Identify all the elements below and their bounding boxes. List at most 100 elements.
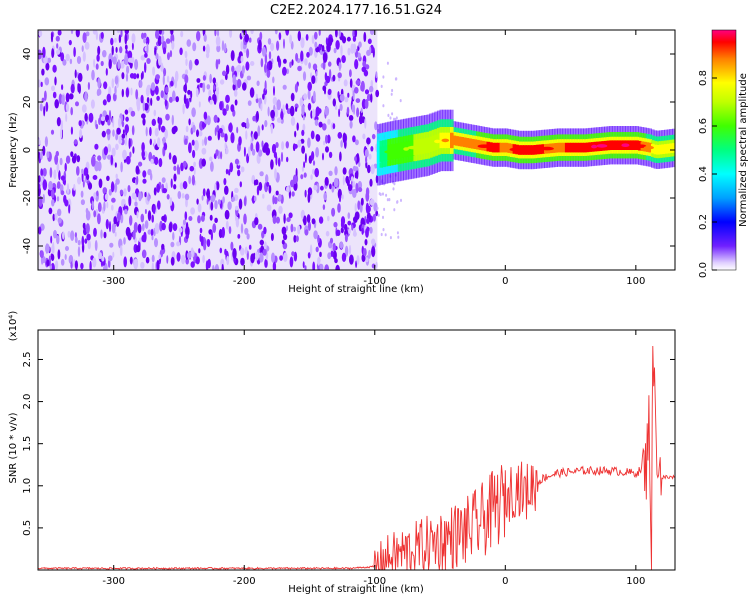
noise-speckle — [125, 226, 131, 237]
noise-speckle — [39, 103, 43, 112]
snr-x-label: Height of straight line (km) — [288, 584, 424, 595]
noise-speckle — [76, 155, 81, 163]
ridge-peak — [591, 144, 598, 149]
ridge-cell — [562, 142, 566, 153]
noise-speckle — [363, 248, 367, 257]
noise-speckle — [121, 88, 125, 98]
noise-speckle — [56, 235, 60, 245]
noise-speckle — [40, 81, 43, 87]
noise-speckle — [54, 212, 58, 221]
noise-speckle — [126, 65, 130, 74]
noise-speckle — [244, 227, 249, 235]
noise-speckle — [334, 258, 338, 264]
noise-speckle — [306, 214, 311, 223]
noise-speckle — [161, 177, 166, 184]
ridge-cell — [499, 142, 504, 153]
noise-speckle — [338, 62, 342, 70]
noise-speckle — [192, 149, 196, 159]
noise-speckle — [191, 174, 195, 186]
noise-speckle — [167, 52, 170, 61]
noise-speckle — [290, 92, 295, 102]
noise-speckle — [61, 84, 64, 91]
noise-speckle — [375, 210, 379, 217]
noise-speckle — [332, 242, 336, 252]
noise-speckle — [214, 127, 217, 136]
snr-y-tick-label: 1.0 — [22, 478, 33, 494]
noise-speckle — [124, 209, 128, 215]
noise-speckle — [146, 43, 149, 54]
noise-speckle — [364, 257, 369, 263]
noise-speckle — [337, 188, 342, 200]
noise-speckle — [272, 195, 275, 205]
noise-speckle — [115, 178, 120, 185]
noise-speckle — [121, 72, 125, 80]
noise-speckle — [337, 203, 341, 213]
noise-speckle — [170, 80, 174, 87]
noise-speckle — [259, 171, 264, 177]
noise-speckle — [292, 174, 298, 185]
noise-speckle — [384, 233, 387, 237]
noise-speckle — [101, 130, 106, 138]
noise-speckle — [366, 218, 370, 224]
noise-speckle — [237, 169, 241, 177]
noise-speckle — [91, 200, 95, 210]
noise-speckle — [77, 82, 80, 93]
noise-speckle — [311, 34, 315, 45]
noise-speckle — [73, 139, 78, 145]
noise-speckle — [400, 198, 402, 202]
snr-x-tick-label: -100 — [363, 576, 386, 587]
noise-speckle — [281, 226, 287, 235]
noise-speckle — [135, 89, 139, 100]
noise-speckle — [349, 254, 354, 265]
noise-speckle — [141, 249, 147, 259]
noise-speckle — [241, 65, 245, 75]
noise-speckle — [114, 162, 117, 168]
noise-speckle — [91, 155, 96, 167]
noise-speckle — [42, 46, 46, 59]
noise-speckle — [172, 155, 177, 165]
noise-speckle — [173, 173, 177, 182]
noise-speckle — [68, 204, 71, 214]
noise-speckle — [52, 213, 55, 222]
noise-speckle — [122, 129, 125, 135]
noise-speckle — [62, 59, 67, 66]
ridge-cell — [632, 140, 637, 150]
noise-speckle — [318, 216, 324, 224]
noise-speckle — [225, 168, 229, 175]
noise-speckle — [313, 185, 318, 191]
noise-speckle — [331, 207, 336, 217]
spectrogram-x-tick-label: -100 — [363, 276, 386, 287]
snr-y-label: SNR (10 * v/v) — [8, 412, 19, 483]
ridge-cell — [376, 147, 381, 163]
noise-speckle — [354, 156, 357, 162]
noise-speckle — [301, 129, 305, 136]
noise-speckle — [168, 222, 173, 233]
noise-speckle — [244, 33, 249, 43]
noise-speckle — [108, 110, 112, 121]
noise-speckle — [142, 178, 147, 184]
noise-speckle — [223, 178, 227, 186]
noise-speckle — [239, 181, 242, 188]
noise-speckle — [42, 193, 45, 204]
noise-speckle — [124, 44, 128, 50]
noise-speckle — [297, 65, 302, 72]
noise-speckle — [393, 208, 396, 212]
noise-speckle — [86, 173, 90, 181]
noise-speckle — [257, 125, 261, 137]
noise-speckle — [207, 135, 212, 141]
noise-speckle — [314, 167, 320, 178]
snr-x-tick-label: -200 — [233, 576, 256, 587]
noise-speckle — [111, 45, 114, 56]
noise-speckle — [310, 174, 313, 180]
noise-speckle — [231, 196, 236, 202]
noise-speckle — [338, 108, 341, 118]
noise-speckle — [294, 130, 297, 138]
ridge-cell — [577, 142, 582, 153]
ridge-cell — [497, 142, 501, 153]
noise-speckle — [286, 186, 290, 193]
noise-speckle — [270, 123, 273, 134]
noise-speckle — [122, 149, 127, 160]
noise-speckle — [127, 50, 133, 60]
noise-speckle — [362, 133, 366, 140]
noise-speckle — [55, 35, 60, 42]
